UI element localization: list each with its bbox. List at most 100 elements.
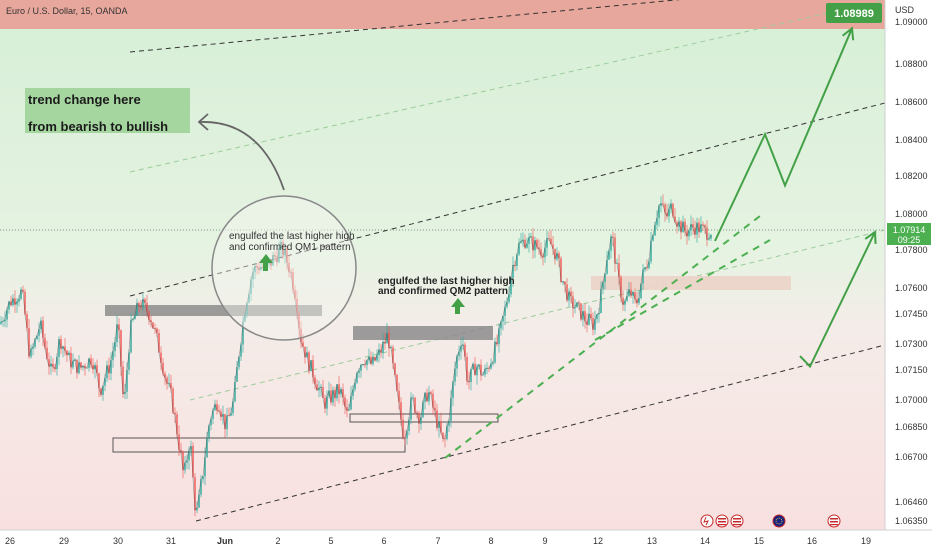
- candle-body: [538, 247, 540, 250]
- candle-body: [402, 419, 404, 439]
- candle-body: [466, 356, 468, 381]
- candle-body: [174, 412, 176, 415]
- candle-body: [532, 236, 534, 251]
- candle-body: [256, 266, 258, 268]
- candle-body: [588, 313, 590, 325]
- candle-body: [558, 253, 560, 259]
- candle-body: [0, 321, 2, 324]
- candle-body: [252, 272, 254, 280]
- candle-body: [596, 314, 598, 320]
- candle-body: [184, 462, 186, 471]
- candle-body: [574, 307, 576, 309]
- candle-body: [598, 312, 600, 315]
- candle-body: [286, 249, 288, 263]
- time-tick-label: 13: [647, 536, 657, 546]
- candle-body: [98, 373, 100, 389]
- price-scale[interactable]: [885, 0, 932, 530]
- candle-body: [110, 360, 112, 374]
- time-tick-label: 9: [542, 536, 547, 546]
- candle-body: [456, 355, 458, 369]
- candle-body: [680, 221, 682, 233]
- candle-body: [696, 222, 698, 235]
- candle-body: [312, 360, 314, 378]
- candle-body: [470, 368, 472, 383]
- candle-body: [76, 359, 78, 374]
- candle-body: [48, 359, 50, 367]
- candle-body: [64, 346, 66, 351]
- candle-body: [666, 212, 668, 217]
- candle-body: [226, 415, 228, 430]
- candle-body: [590, 313, 592, 319]
- candle-body: [100, 388, 102, 395]
- candle-body: [178, 434, 180, 450]
- candle-body: [678, 221, 680, 227]
- candle-body: [338, 384, 340, 395]
- time-tick-label: 15: [754, 536, 764, 546]
- candle-body: [8, 301, 10, 310]
- candle-body: [172, 388, 174, 413]
- candle-body: [674, 216, 676, 223]
- candle-body: [112, 351, 114, 361]
- candle-body: [50, 363, 52, 367]
- candle-body: [144, 299, 146, 303]
- upper-projection: [714, 27, 853, 242]
- candle-body: [460, 345, 462, 352]
- candle-body: [602, 281, 604, 289]
- price-tick-label: 1.06460: [895, 497, 928, 507]
- candle-body: [28, 328, 30, 357]
- candle-body: [204, 457, 206, 477]
- candle-body: [654, 224, 656, 236]
- candle-body: [392, 347, 394, 364]
- candle-body: [378, 349, 380, 356]
- candle-body: [230, 413, 232, 416]
- candle-body: [454, 368, 456, 382]
- candle-body: [352, 389, 354, 397]
- candle-body: [500, 321, 502, 329]
- time-axis[interactable]: [0, 530, 932, 550]
- candle-body: [388, 332, 390, 349]
- candle-body: [476, 366, 478, 376]
- candle-body: [300, 328, 302, 343]
- candle-body: [698, 222, 700, 233]
- qm2-text-line1: engulfed the last higher high: [378, 276, 515, 287]
- candle-body: [428, 392, 430, 402]
- candle-body: [42, 320, 44, 339]
- candle-body: [356, 372, 358, 383]
- candle-body: [30, 348, 32, 357]
- candle-body: [34, 339, 36, 347]
- candle-body: [464, 344, 466, 357]
- candle-body: [556, 253, 558, 260]
- candle-body: [684, 221, 686, 232]
- candle-body: [360, 364, 362, 371]
- candle-body: [686, 231, 688, 237]
- candle-body: [308, 352, 310, 372]
- candle-body: [52, 363, 54, 367]
- candle-body: [260, 267, 262, 270]
- candle-body: [116, 324, 118, 343]
- time-tick-label: 14: [700, 536, 710, 546]
- price-path: [0, 202, 712, 512]
- candle-body: [258, 267, 260, 270]
- candle-body: [314, 377, 316, 385]
- time-tick-label: 31: [166, 536, 176, 546]
- candle-body: [504, 306, 506, 316]
- economic-event-icons[interactable]: [700, 514, 841, 528]
- candle-body: [552, 244, 554, 249]
- candle-body: [518, 242, 520, 255]
- candle-body: [342, 389, 344, 398]
- candle-body: [36, 335, 38, 340]
- candle-body: [316, 384, 318, 391]
- candle-body: [220, 411, 222, 417]
- candle-body: [446, 425, 448, 439]
- candle-body: [710, 235, 712, 239]
- candle-body: [650, 240, 652, 262]
- candle-body: [200, 479, 202, 495]
- candle-body: [506, 301, 508, 307]
- candle-body: [502, 315, 504, 322]
- candle-body: [448, 420, 450, 426]
- candle-body: [374, 356, 376, 361]
- candle-body: [242, 321, 244, 345]
- us-flag-icon: [715, 514, 729, 528]
